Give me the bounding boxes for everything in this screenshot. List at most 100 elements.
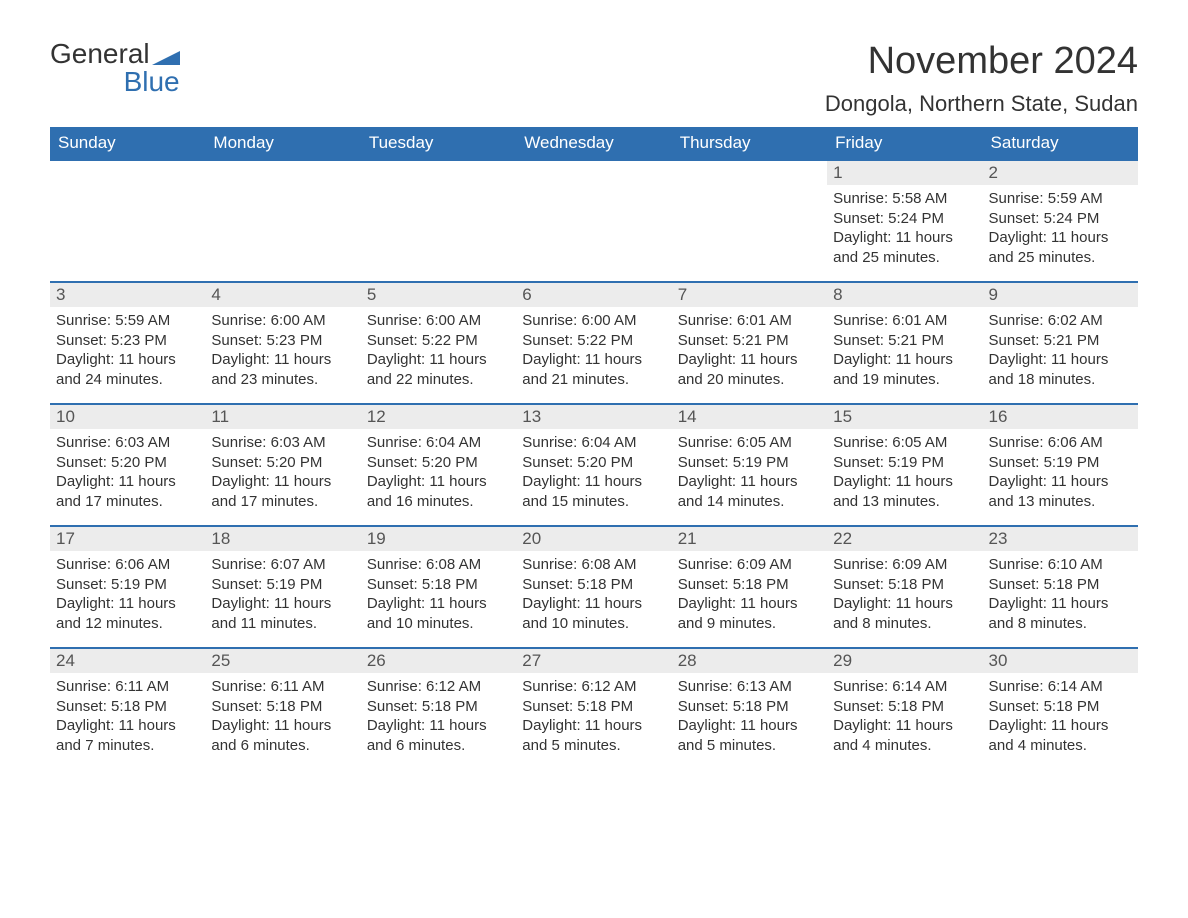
day-number: 13 (516, 405, 671, 429)
weekday-label: Tuesday (361, 127, 516, 159)
day-cell: 30Sunrise: 6:14 AMSunset: 5:18 PMDayligh… (983, 649, 1138, 769)
sunset-text: Sunset: 5:18 PM (833, 697, 976, 717)
day-cell (205, 161, 360, 281)
sunset-text: Sunset: 5:24 PM (833, 209, 976, 229)
sunset-text: Sunset: 5:19 PM (211, 575, 354, 595)
day-info: Sunrise: 6:12 AMSunset: 5:18 PMDaylight:… (367, 677, 510, 755)
day-info: Sunrise: 6:00 AMSunset: 5:23 PMDaylight:… (211, 311, 354, 389)
daylight-text: Daylight: 11 hours and 14 minutes. (678, 472, 821, 511)
day-number: 18 (205, 527, 360, 551)
day-number: 25 (205, 649, 360, 673)
daylight-text: Daylight: 11 hours and 16 minutes. (367, 472, 510, 511)
day-cell: 23 Sunrise: 6:10 AMSunset: 5:18 PMDayligh… (983, 527, 1138, 647)
day-number: 2 (983, 161, 1138, 185)
day-cell: 18 Sunrise: 6:07 AMSunset: 5:19 PMDayligh… (205, 527, 360, 647)
sunset-text: Sunset: 5:22 PM (522, 331, 665, 351)
weekday-label: Friday (827, 127, 982, 159)
logo-text: General Blue (50, 40, 180, 96)
sunset-text: Sunset: 5:23 PM (56, 331, 199, 351)
daylight-text: Daylight: 11 hours and 21 minutes. (522, 350, 665, 389)
daylight-text: Daylight: 11 hours and 8 minutes. (989, 594, 1132, 633)
daylight-text: Daylight: 11 hours and 4 minutes. (833, 716, 976, 755)
day-number: 21 (672, 527, 827, 551)
sunset-text: Sunset: 5:23 PM (211, 331, 354, 351)
sunrise-text: Sunrise: 6:01 AM (833, 311, 976, 331)
day-number: 27 (516, 649, 671, 673)
daylight-text: Daylight: 11 hours and 15 minutes. (522, 472, 665, 511)
sunset-text: Sunset: 5:21 PM (833, 331, 976, 351)
day-cell: 24Sunrise: 6:11 AMSunset: 5:18 PMDayligh… (50, 649, 205, 769)
daylight-text: Daylight: 11 hours and 4 minutes. (989, 716, 1132, 755)
weekday-header: SundayMondayTuesdayWednesdayThursdayFrid… (50, 127, 1138, 159)
sunset-text: Sunset: 5:18 PM (367, 575, 510, 595)
week-row: 10Sunrise: 6:03 AMSunset: 5:20 PMDayligh… (50, 403, 1138, 525)
sunrise-text: Sunrise: 6:08 AM (522, 555, 665, 575)
day-number: 8 (827, 283, 982, 307)
weekday-label: Sunday (50, 127, 205, 159)
daylight-text: Daylight: 11 hours and 8 minutes. (833, 594, 976, 633)
sunrise-text: Sunrise: 6:12 AM (522, 677, 665, 697)
day-info: Sunrise: 6:09 AMSunset: 5:18 PMDaylight:… (833, 555, 976, 633)
sunrise-text: Sunrise: 5:58 AM (833, 189, 976, 209)
day-info: Sunrise: 6:07 AMSunset: 5:19 PMDaylight:… (211, 555, 354, 633)
sunrise-text: Sunrise: 6:05 AM (833, 433, 976, 453)
day-info: Sunrise: 6:08 AMSunset: 5:18 PMDaylight:… (522, 555, 665, 633)
day-info: Sunrise: 5:59 AMSunset: 5:23 PMDaylight:… (56, 311, 199, 389)
sunset-text: Sunset: 5:19 PM (678, 453, 821, 473)
sunrise-text: Sunrise: 6:03 AM (211, 433, 354, 453)
day-info: Sunrise: 6:06 AMSunset: 5:19 PMDaylight:… (56, 555, 199, 633)
day-number: 17 (50, 527, 205, 551)
day-info: Sunrise: 6:00 AMSunset: 5:22 PMDaylight:… (522, 311, 665, 389)
day-number: 26 (361, 649, 516, 673)
sunrise-text: Sunrise: 6:00 AM (522, 311, 665, 331)
daylight-text: Daylight: 11 hours and 17 minutes. (56, 472, 199, 511)
day-number: 14 (672, 405, 827, 429)
day-info: Sunrise: 5:58 AMSunset: 5:24 PMDaylight:… (833, 189, 976, 267)
sunset-text: Sunset: 5:22 PM (367, 331, 510, 351)
sunset-text: Sunset: 5:20 PM (367, 453, 510, 473)
day-info: Sunrise: 6:10 AMSunset: 5:18 PMDaylight:… (989, 555, 1132, 633)
daylight-text: Daylight: 11 hours and 12 minutes. (56, 594, 199, 633)
day-number: 28 (672, 649, 827, 673)
daylight-text: Daylight: 11 hours and 13 minutes. (989, 472, 1132, 511)
day-number: 30 (983, 649, 1138, 673)
day-info: Sunrise: 6:04 AMSunset: 5:20 PMDaylight:… (367, 433, 510, 511)
sunset-text: Sunset: 5:18 PM (522, 697, 665, 717)
sunset-text: Sunset: 5:18 PM (989, 575, 1132, 595)
day-number: 23 (983, 527, 1138, 551)
calendar-body: 1Sunrise: 5:58 AMSunset: 5:24 PMDaylight… (50, 159, 1138, 769)
sunrise-text: Sunrise: 6:03 AM (56, 433, 199, 453)
day-cell: 10Sunrise: 6:03 AMSunset: 5:20 PMDayligh… (50, 405, 205, 525)
day-cell: 19Sunrise: 6:08 AMSunset: 5:18 PMDayligh… (361, 527, 516, 647)
sunrise-text: Sunrise: 6:04 AM (522, 433, 665, 453)
sunrise-text: Sunrise: 6:01 AM (678, 311, 821, 331)
day-cell (50, 161, 205, 281)
day-info: Sunrise: 6:08 AMSunset: 5:18 PMDaylight:… (367, 555, 510, 633)
daylight-text: Daylight: 11 hours and 24 minutes. (56, 350, 199, 389)
day-number: 16 (983, 405, 1138, 429)
day-info: Sunrise: 6:11 AMSunset: 5:18 PMDaylight:… (211, 677, 354, 755)
day-cell: 22 Sunrise: 6:09 AMSunset: 5:18 PMDayligh… (827, 527, 982, 647)
daylight-text: Daylight: 11 hours and 25 minutes. (833, 228, 976, 267)
day-cell: 1Sunrise: 5:58 AMSunset: 5:24 PMDaylight… (827, 161, 982, 281)
sunrise-text: Sunrise: 6:12 AM (367, 677, 510, 697)
sunset-text: Sunset: 5:21 PM (989, 331, 1132, 351)
logo-word2: Blue (50, 68, 180, 96)
day-number: 12 (361, 405, 516, 429)
daylight-text: Daylight: 11 hours and 5 minutes. (678, 716, 821, 755)
day-info: Sunrise: 6:11 AMSunset: 5:18 PMDaylight:… (56, 677, 199, 755)
day-cell: 12 Sunrise: 6:04 AMSunset: 5:20 PMDayligh… (361, 405, 516, 525)
day-number: 7 (672, 283, 827, 307)
day-info: Sunrise: 6:05 AMSunset: 5:19 PMDaylight:… (678, 433, 821, 511)
sunrise-text: Sunrise: 6:02 AM (989, 311, 1132, 331)
sunset-text: Sunset: 5:18 PM (211, 697, 354, 717)
day-number: 10 (50, 405, 205, 429)
day-info: Sunrise: 6:01 AMSunset: 5:21 PMDaylight:… (678, 311, 821, 389)
day-cell: 8Sunrise: 6:01 AMSunset: 5:21 PMDaylight… (827, 283, 982, 403)
day-number: 22 (827, 527, 982, 551)
sunrise-text: Sunrise: 5:59 AM (56, 311, 199, 331)
day-cell: 11Sunrise: 6:03 AMSunset: 5:20 PMDayligh… (205, 405, 360, 525)
logo: General Blue (50, 40, 180, 96)
day-number: 15 (827, 405, 982, 429)
day-cell: 6Sunrise: 6:00 AMSunset: 5:22 PMDaylight… (516, 283, 671, 403)
